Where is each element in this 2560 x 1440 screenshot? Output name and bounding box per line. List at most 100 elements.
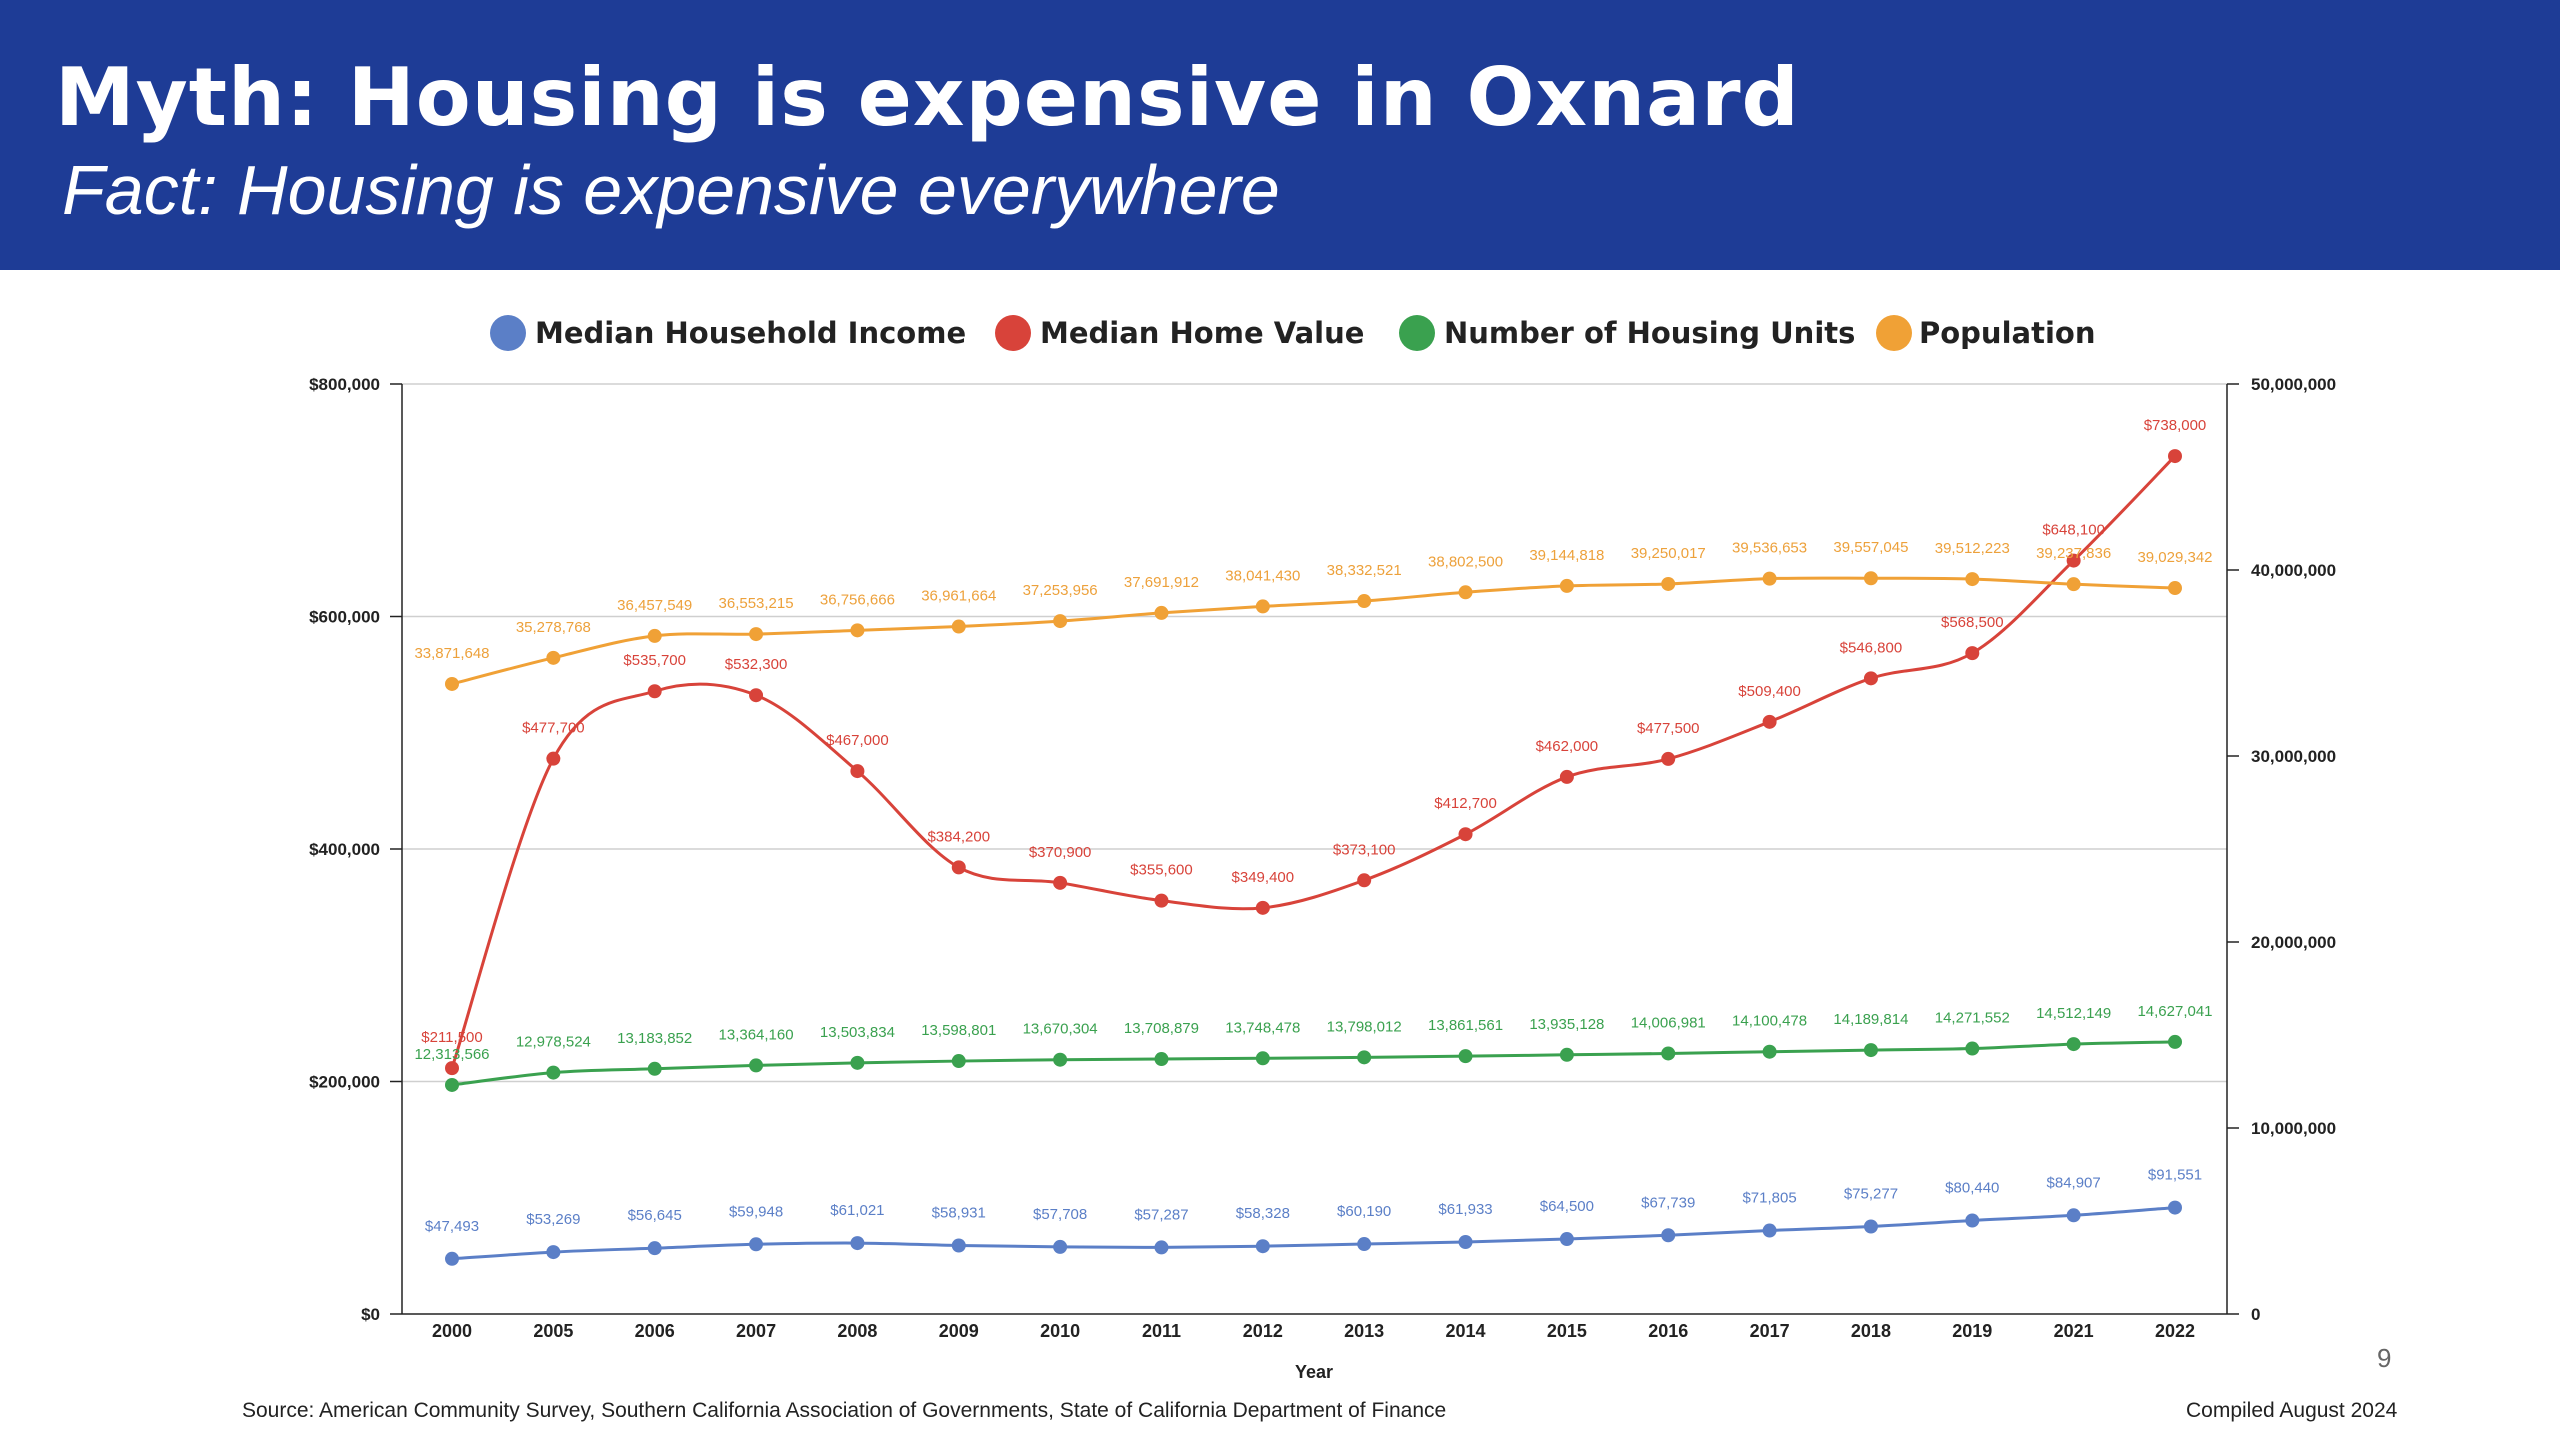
page-subtitle: Fact: Housing is expensive everywhere (62, 151, 1280, 229)
x-axis-tick-label: 2007 (736, 1321, 776, 1341)
data-label-population: 38,041,430 (1225, 567, 1300, 584)
legend-marker (1876, 315, 1912, 351)
right-axis-tick-label: 50,000,000 (2251, 375, 2336, 394)
data-label-home-value: $384,200 (927, 828, 990, 845)
data-label-home-value: $355,600 (1130, 862, 1193, 879)
x-axis-tick-label: 2006 (635, 1321, 675, 1341)
compiled-note: Compiled August 2024 (2186, 1399, 2398, 1422)
data-point-population (1965, 572, 1980, 587)
data-label-population: 37,253,956 (1023, 582, 1098, 599)
data-label-income: $75,277 (1844, 1185, 1898, 1202)
data-point-home-value (1053, 875, 1068, 890)
data-label-housing-units: 13,670,304 (1023, 1021, 1098, 1038)
right-axis-tick-label: 20,000,000 (2251, 933, 2336, 952)
left-axis-tick-label: $800,000 (309, 375, 380, 394)
data-point-population (1559, 578, 1574, 593)
data-label-housing-units: 14,271,552 (1935, 1010, 2010, 1027)
x-axis-tick-label: 2018 (1851, 1321, 1891, 1341)
data-point-income (850, 1236, 865, 1251)
data-point-home-value (2066, 553, 2081, 568)
data-label-housing-units: 14,512,149 (2036, 1005, 2111, 1022)
data-point-housing-units (1154, 1052, 1169, 1067)
page-number: 9 (2377, 1343, 2392, 1373)
data-label-income: $57,287 (1134, 1206, 1188, 1223)
data-point-population (951, 619, 966, 634)
data-point-housing-units (445, 1077, 459, 1092)
x-axis-tick-label: 2021 (2054, 1321, 2094, 1341)
data-label-home-value: $412,700 (1434, 795, 1497, 812)
data-point-home-value (546, 751, 561, 766)
data-label-home-value: $535,700 (623, 652, 686, 669)
data-label-population: 39,144,818 (1529, 547, 1604, 564)
right-axis-tick-label: 40,000,000 (2251, 561, 2336, 580)
data-point-home-value (445, 1061, 459, 1076)
data-point-population (1053, 614, 1068, 629)
data-point-income (1863, 1219, 1878, 1234)
data-label-home-value: $349,400 (1232, 869, 1295, 886)
x-axis-tick-label: 2008 (837, 1321, 877, 1341)
data-point-housing-units (2066, 1037, 2081, 1052)
data-point-home-value (1154, 893, 1169, 908)
data-point-population (647, 628, 662, 643)
data-label-population: 36,457,549 (617, 597, 692, 614)
x-axis-tick-label: 2014 (1446, 1321, 1486, 1341)
data-point-population (2168, 581, 2182, 596)
data-label-housing-units: 14,627,041 (2137, 1003, 2212, 1020)
data-point-housing-units (546, 1065, 561, 1080)
data-point-home-value (749, 688, 764, 703)
data-point-income (647, 1241, 662, 1256)
series-line-population (451, 576, 2176, 686)
data-label-income: $57,708 (1033, 1206, 1087, 1223)
data-point-home-value (1661, 751, 1676, 766)
data-label-home-value: $738,000 (2144, 417, 2207, 434)
data-label-home-value: $568,500 (1941, 614, 2004, 631)
right-axis-tick-label: 10,000,000 (2251, 1119, 2336, 1138)
x-axis-tick-label: 2013 (1344, 1321, 1384, 1341)
data-point-income (749, 1237, 764, 1252)
data-label-income: $80,440 (1945, 1179, 1999, 1196)
data-label-population: 36,553,215 (719, 595, 794, 612)
data-point-home-value (951, 860, 966, 875)
data-label-population: 39,536,653 (1732, 540, 1807, 557)
data-label-housing-units: 13,183,852 (617, 1030, 692, 1047)
data-label-housing-units: 13,598,801 (921, 1022, 996, 1039)
data-point-housing-units (647, 1061, 662, 1076)
series-line-home-value (450, 455, 2177, 1069)
data-point-population (850, 623, 865, 638)
data-point-population (1154, 605, 1169, 620)
x-axis-tick-label: 2010 (1040, 1321, 1080, 1341)
data-point-home-value (850, 764, 865, 779)
x-axis-tick-label: 2011 (1142, 1321, 1181, 1341)
data-label-housing-units: 12,313,566 (414, 1046, 489, 1063)
data-label-population: 39,512,223 (1935, 540, 2010, 557)
data-label-home-value: $370,900 (1029, 844, 1092, 861)
data-point-population (749, 627, 764, 642)
x-axis-tick-label: 2000 (432, 1321, 472, 1341)
data-label-income: $59,948 (729, 1203, 783, 1220)
data-label-population: 39,250,017 (1631, 545, 1706, 562)
series-line-housing-units (451, 1040, 2176, 1087)
data-label-housing-units: 13,364,160 (719, 1026, 794, 1043)
data-point-income (1965, 1213, 1980, 1228)
data-point-home-value (1863, 671, 1878, 686)
data-label-housing-units: 13,935,128 (1529, 1016, 1604, 1033)
data-label-income: $60,190 (1337, 1203, 1391, 1220)
legend-label: Number of Housing Units (1444, 316, 1855, 350)
data-label-income: $47,493 (425, 1218, 479, 1235)
data-label-income: $56,645 (628, 1207, 682, 1224)
left-axis-tick-label: $400,000 (309, 840, 380, 859)
data-point-housing-units (1762, 1044, 1777, 1059)
data-point-housing-units (1863, 1043, 1878, 1058)
data-point-income (1154, 1240, 1169, 1255)
source-note: Source: American Community Survey, South… (242, 1399, 1447, 1422)
data-point-population (1661, 576, 1676, 591)
data-point-income (1661, 1228, 1676, 1243)
data-point-housing-units (951, 1054, 966, 1069)
data-point-home-value (1255, 900, 1270, 915)
data-label-home-value: $462,000 (1536, 738, 1599, 755)
x-axis-tick-label: 2022 (2155, 1321, 2195, 1341)
data-point-population (1762, 571, 1777, 586)
data-label-housing-units: 14,006,981 (1631, 1014, 1706, 1031)
data-point-income (445, 1251, 459, 1266)
data-label-income: $53,269 (526, 1211, 580, 1228)
